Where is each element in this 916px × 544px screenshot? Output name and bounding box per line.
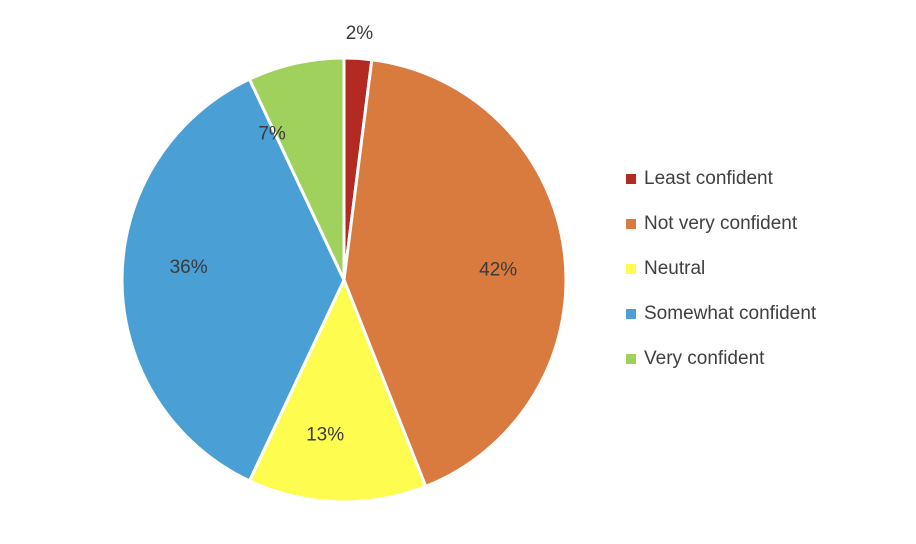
- data-label-somewhat-confident: 36%: [170, 257, 208, 278]
- legend-label-neutral: Neutral: [644, 257, 706, 279]
- legend-swatch-neutral: [626, 263, 636, 274]
- data-label-very-confident: 7%: [258, 123, 286, 144]
- pie-slice-very-confident: [247, 56, 346, 282]
- legend-label-not-very-confident: Not very confident: [644, 212, 798, 234]
- pie-slice-not-very-confident: [342, 58, 568, 488]
- legend-swatch-least-confident: [626, 173, 636, 184]
- legend-item-not-very-confident: Not very confident: [626, 201, 816, 246]
- pie-slice-neutral: [247, 278, 428, 504]
- data-label-neutral: 13%: [306, 424, 344, 445]
- legend-label-least-confident: Least confident: [644, 167, 773, 189]
- legend-swatch-somewhat-confident: [626, 308, 636, 319]
- legend-label-somewhat-confident: Somewhat confident: [644, 302, 817, 324]
- legend-label-very-confident: Very confident: [644, 347, 765, 369]
- legend: Least confident Not very confident Neutr…: [626, 156, 816, 381]
- data-label-least-confident: 2%: [346, 23, 374, 44]
- legend-item-very-confident: Very confident: [626, 336, 816, 381]
- legend-item-neutral: Neutral: [626, 246, 816, 291]
- pie-slice-somewhat-confident: [120, 77, 346, 483]
- legend-item-least-confident: Least confident: [626, 156, 816, 201]
- legend-swatch-very-confident: [626, 353, 636, 364]
- legend-swatch-not-very-confident: [626, 218, 636, 229]
- data-label-not-very-confident: 42%: [479, 260, 517, 281]
- legend-item-somewhat-confident: Somewhat confident: [626, 291, 816, 336]
